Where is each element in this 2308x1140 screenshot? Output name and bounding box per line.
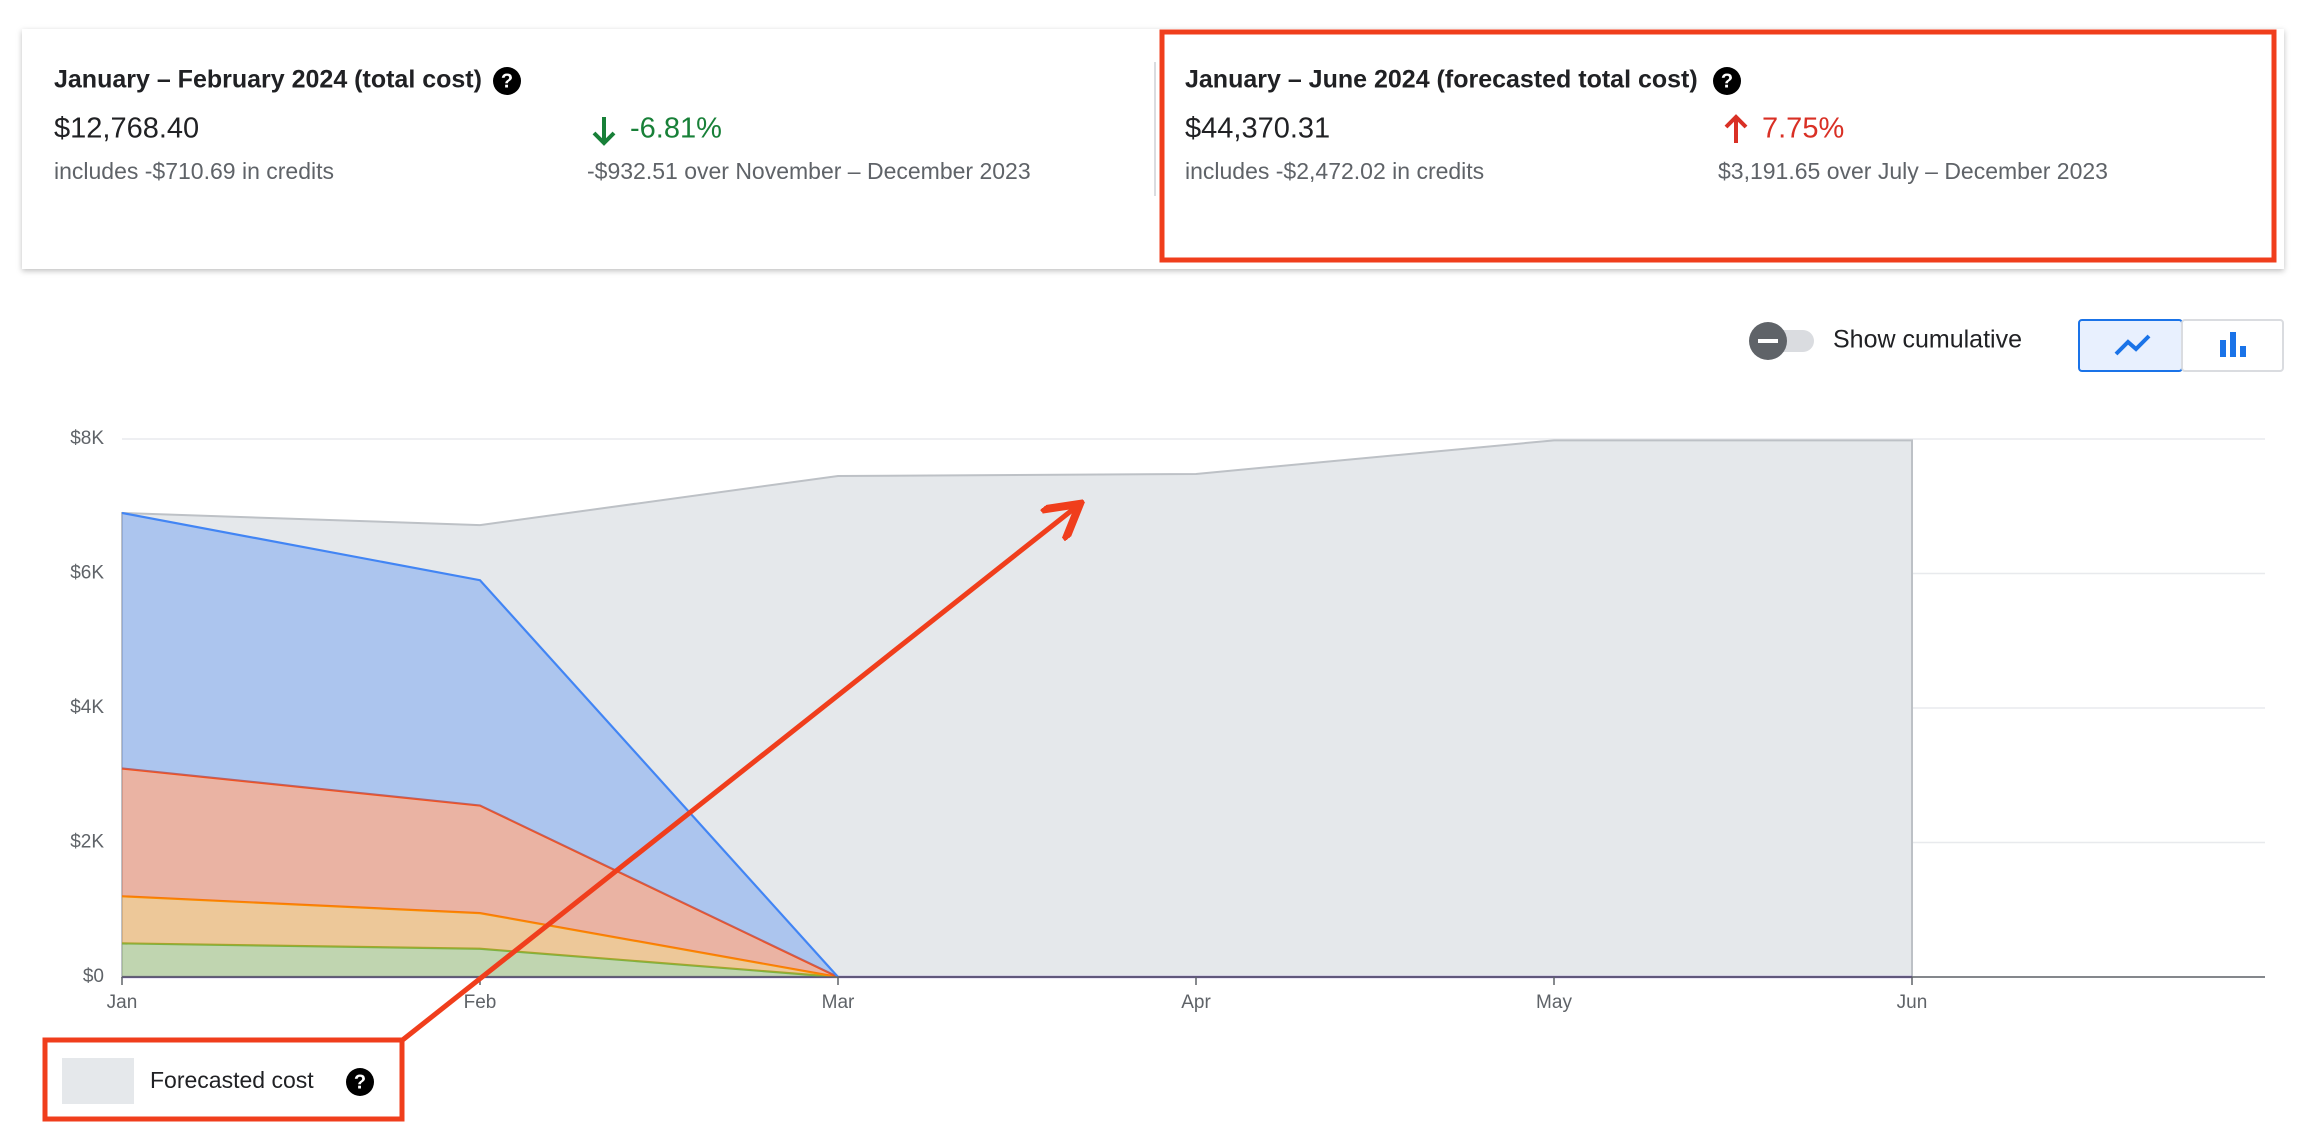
card-amount: $12,768.40 (54, 113, 199, 145)
y-tick-label: $2K (70, 832, 104, 853)
series-line (121, 942, 839, 979)
bar-view-button[interactable] (2181, 319, 2284, 372)
line-view-button[interactable] (2078, 319, 2183, 372)
highlight-box (42, 1037, 405, 1122)
plot: $0 $2K $4K $6K $8K Jan Feb Mar Apr May Jun (70, 428, 2265, 1013)
card-credits: includes -$710.69 in credits (54, 158, 334, 184)
svg-text:?: ? (1721, 70, 1733, 92)
card-comparison: $3,191.65 over July – December 2023 (1718, 158, 2108, 184)
svg-text:?: ? (501, 70, 513, 92)
y-tick-label: $6K (70, 563, 104, 584)
help-icon[interactable]: ? (1713, 67, 1741, 95)
summary-card (22, 29, 2284, 269)
x-tick-label: Mar (822, 992, 855, 1013)
series-line (121, 895, 839, 979)
card-title: January – February 2024 (total cost) (54, 66, 482, 94)
y-tick-label: $4K (70, 697, 104, 718)
toggle-label: Show cumulative (1833, 326, 2022, 354)
x-tick-label: Feb (464, 992, 497, 1013)
card-amount: $44,370.31 (1185, 113, 1330, 145)
highlight-box (1159, 29, 2277, 263)
x-tick-label: Jan (107, 992, 138, 1013)
y-tick-label: $8K (70, 428, 104, 449)
card-change: 7.75% (1762, 113, 1844, 145)
legend-label: Forecasted cost (150, 1067, 314, 1093)
x-tick-label: Jun (1897, 992, 1928, 1013)
legend-swatch (62, 1058, 134, 1104)
series-area (122, 943, 838, 977)
help-icon[interactable]: ? (346, 1068, 374, 1096)
series-area (122, 512, 838, 977)
up-arrow (1724, 114, 1748, 143)
card-title: January – June 2024 (forecasted total co… (1185, 66, 1698, 94)
help-icon[interactable]: ? (493, 67, 521, 95)
card-comparison: -$932.51 over November – December 2023 (587, 158, 1031, 184)
cumulative-toggle[interactable] (1749, 322, 1814, 360)
card-change: -6.81% (630, 113, 722, 145)
series-area (122, 896, 838, 977)
card-credits: includes -$2,472.02 in credits (1185, 158, 1484, 184)
series-line (121, 767, 839, 978)
series-line (121, 511, 839, 978)
y-tick-label: $0 (83, 966, 104, 987)
series-area (122, 768, 838, 977)
x-tick-label: Apr (1181, 992, 1211, 1013)
svg-text:?: ? (354, 1071, 366, 1093)
x-tick-label: May (1536, 992, 1572, 1013)
annotation-arrow (398, 507, 1076, 1044)
down-arrow (592, 117, 616, 146)
